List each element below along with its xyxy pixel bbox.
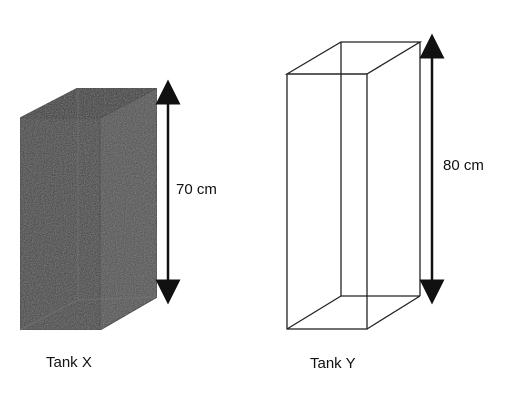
tank-y-top-face [287, 42, 420, 74]
tank-x-side-face [100, 88, 157, 330]
tank-x-height-label: 70 cm [176, 181, 217, 198]
tank-y-side-edge [367, 296, 420, 329]
tank-y-hidden-edge [287, 296, 341, 329]
tank-x [20, 88, 157, 330]
tank-x-front-face [20, 118, 100, 330]
tank-y-name: Tank Y [310, 355, 356, 372]
tank-x-name: Tank X [46, 354, 92, 371]
tank-y-height-label: 80 cm [443, 157, 484, 174]
tank-y [287, 42, 420, 329]
tank-y-front-face [287, 74, 367, 329]
